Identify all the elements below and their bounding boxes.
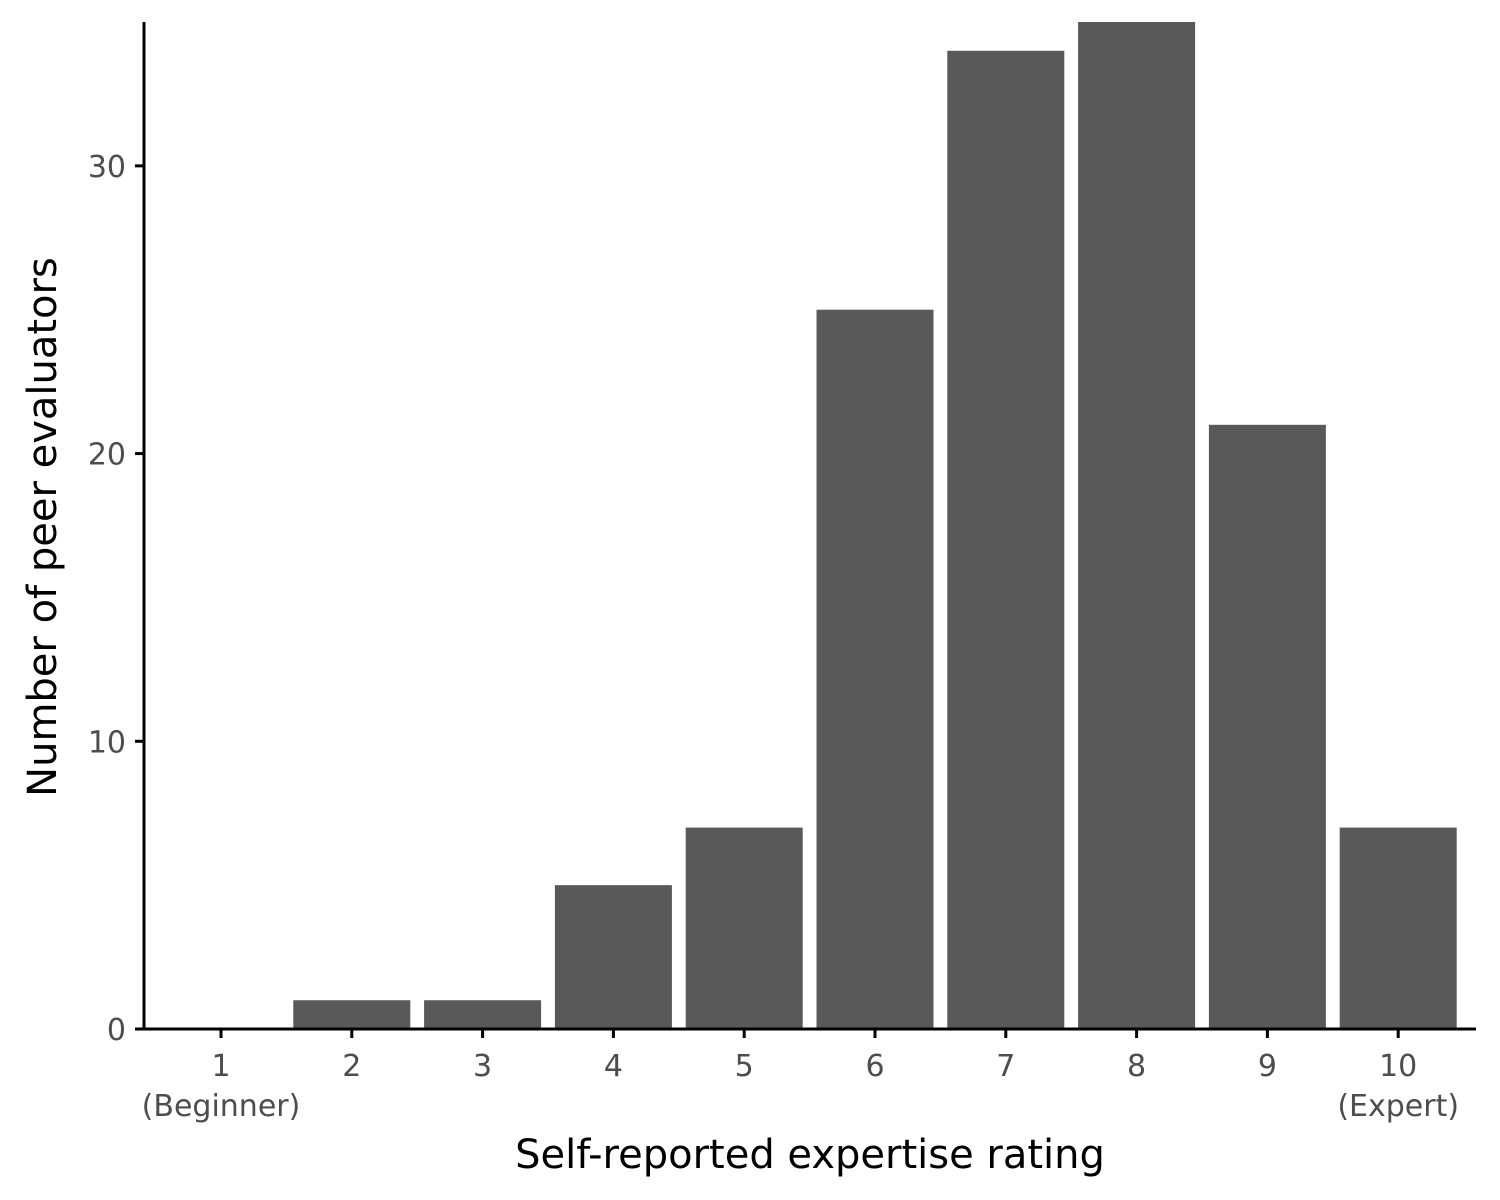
x-tick-label-1: 1 — [211, 1049, 230, 1084]
bar-6 — [816, 309, 934, 1029]
bars-layer — [293, 22, 1457, 1030]
x-tick-label-2: 2 — [342, 1049, 361, 1084]
bar-9 — [1208, 424, 1326, 1029]
x-tick-sublabel-10: (Expert) — [1337, 1089, 1459, 1124]
x-tick-label-3: 3 — [473, 1049, 492, 1084]
x-tick-label-7: 7 — [996, 1049, 1015, 1084]
x-tick-label-6: 6 — [865, 1049, 884, 1084]
x-tick-label-9: 9 — [1258, 1049, 1277, 1084]
bar-4 — [554, 885, 672, 1029]
x-axis-title: Self-reported expertise rating — [515, 1132, 1105, 1178]
y-axis-ticks: 0 10 20 30 — [88, 150, 144, 1048]
y-tick-label-0: 0 — [107, 1013, 126, 1048]
x-tick-sublabel-1: (Beginner) — [142, 1089, 301, 1124]
x-tick-label-4: 4 — [604, 1049, 623, 1084]
bar-10 — [1339, 827, 1457, 1029]
bar-8 — [1078, 22, 1196, 1029]
bar-3 — [424, 1000, 542, 1029]
y-tick-label-30: 30 — [88, 150, 126, 185]
y-tick-label-20: 20 — [88, 438, 126, 473]
bar-2 — [293, 1000, 411, 1029]
x-tick-label-5: 5 — [735, 1049, 754, 1084]
bar-5 — [685, 827, 803, 1029]
x-tick-label-8: 8 — [1127, 1049, 1146, 1084]
y-tick-label-10: 10 — [88, 725, 126, 760]
x-tick-label-10: 10 — [1379, 1049, 1417, 1084]
bar-7 — [947, 50, 1065, 1030]
x-axis-ticks: 1 (Beginner) 2 3 4 5 6 7 8 9 10 (Expert) — [142, 1029, 1459, 1124]
y-axis-title: Number of peer evaluators — [20, 257, 66, 797]
